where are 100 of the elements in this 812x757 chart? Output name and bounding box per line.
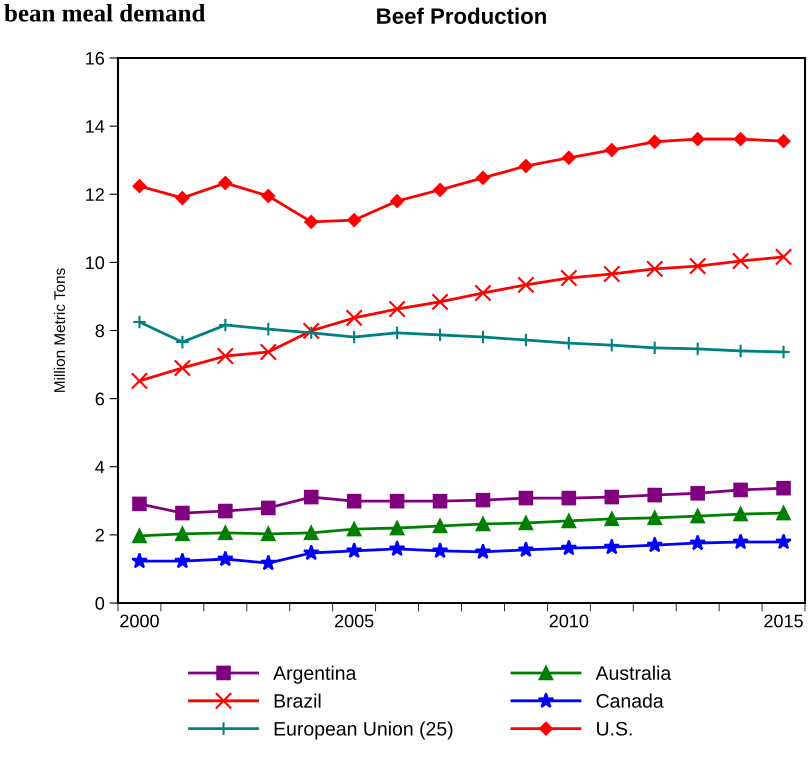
point [260,343,277,361]
point [218,176,232,190]
point [175,191,190,205]
point [690,508,705,524]
point [130,372,148,390]
point [518,541,534,558]
point [390,520,404,536]
point [431,293,449,311]
point [734,132,748,146]
point [646,260,664,278]
point [604,338,620,352]
point [648,134,662,149]
text: bean meal demand [4,4,206,22]
chart-title: Beef Production [377,8,546,24]
point [775,533,792,550]
point [432,494,448,508]
point [690,132,705,146]
point [261,189,276,203]
x-tick-label: 2000 [120,614,159,628]
point [218,318,233,332]
point [175,506,190,520]
point [390,494,404,508]
legend-label: Brazil [274,694,320,708]
point [260,526,276,542]
point [216,347,234,365]
point [518,516,534,530]
point [518,490,534,506]
point [388,300,406,318]
point [132,314,147,330]
point [732,252,750,270]
point [304,214,318,229]
y-tick-label: 0 [95,596,104,610]
point [432,518,448,534]
y-tick-label: 16 [86,52,104,65]
point [260,322,276,336]
point [474,543,492,560]
point [518,159,533,173]
point [174,552,191,568]
y-tick-label: 14 [86,120,104,133]
point [476,516,490,532]
point [132,496,147,512]
y-tick-label: 8 [96,324,104,338]
legend-label: Argentina [273,666,356,684]
point [260,554,277,570]
point [776,480,791,496]
point [776,506,791,520]
legend-label: U.S. [597,722,632,736]
point [432,542,448,558]
x-tick-label: 2005 [334,614,374,628]
point [688,257,706,275]
point [647,488,662,502]
point [302,322,320,340]
point [304,526,319,540]
point [260,500,276,516]
point [474,284,492,302]
point [304,326,319,340]
point [733,506,748,522]
point [218,526,233,540]
point [562,490,576,506]
point [689,534,706,550]
legend-label: European Union (25) [274,721,452,740]
point [518,332,534,348]
point [603,265,620,283]
point [390,326,404,340]
point [218,504,233,518]
point [433,182,447,197]
point [132,179,146,194]
point [604,143,619,157]
legend-label: Australia [596,666,672,680]
point [562,336,576,350]
y-tick-label: 4 [95,460,104,474]
y-axis-title: Million Metric Tons [54,268,66,392]
point [560,539,578,556]
point [347,213,362,228]
point [517,276,535,294]
point [562,150,576,165]
point [604,490,620,504]
point [345,309,363,327]
point [774,248,792,266]
point [390,194,404,208]
y-tick-label: 2 [96,528,104,542]
y-tick-label: 12 [86,188,104,201]
point [304,490,319,504]
point [174,359,192,377]
point [175,334,190,350]
point [346,542,362,558]
point [346,522,362,536]
point [132,528,147,544]
x-tick-label: 2015 [764,614,803,628]
point [733,482,748,498]
y-tick-label: 10 [86,256,104,270]
x-tick-label: 2010 [550,614,588,628]
point [476,492,490,508]
point [562,514,576,528]
point [302,544,320,560]
point [217,550,234,566]
point [647,510,662,526]
point [604,512,620,526]
point [690,486,705,501]
point [476,170,490,185]
